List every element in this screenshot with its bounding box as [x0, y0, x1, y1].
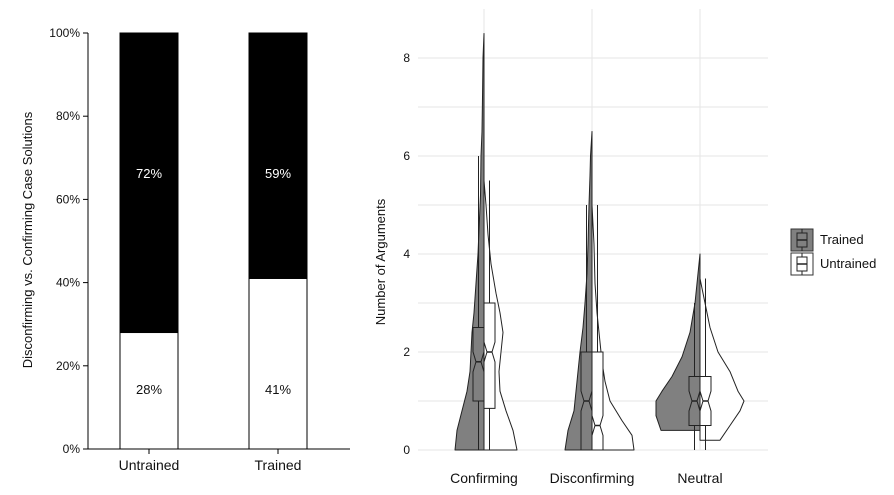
left-y-tick-label: 100%: [49, 26, 80, 40]
left-x-tick-label: Untrained: [119, 457, 180, 473]
left-y-tick-label: 20%: [56, 359, 80, 373]
right-x-axis: Confirming Disconfirming Neutral: [450, 470, 722, 486]
violin-untrained-neutral: [699, 278, 745, 441]
legend-label-untrained: Untrained: [820, 256, 876, 271]
right-y-axis-title: Number of Arguments: [373, 198, 388, 325]
bar-confirming-trained: [248, 32, 308, 279]
bar-label-disconfirming-untrained: 28%: [136, 382, 162, 397]
left-x-tick-label: Trained: [255, 457, 302, 473]
right-x-tick-label: Neutral: [677, 470, 722, 486]
box-untrained-confirming: [483, 302, 496, 409]
legend-key-untrained: [790, 252, 814, 276]
violins: [454, 33, 745, 451]
bar-disconfirming-untrained: [119, 332, 179, 450]
left-y-tick-label: 0%: [63, 442, 81, 456]
bar-label-confirming-trained: 59%: [265, 166, 291, 181]
right-y-axis: 0 2 4 6 8: [403, 51, 410, 457]
legend-key-trained: [790, 228, 814, 252]
right-y-tick-label: 4: [403, 247, 410, 261]
right-x-tick-label: Disconfirming: [550, 470, 635, 486]
right-y-tick-label: 6: [403, 149, 410, 163]
box-untrained-disconfirming: [591, 351, 604, 451]
violin-chart: Number of Arguments 0 2 4 6 8 Confirming Disc…: [373, 9, 876, 486]
left-y-tick-label: 80%: [56, 109, 80, 123]
legend-label-trained: Trained: [820, 232, 864, 247]
right-y-tick-label: 0: [403, 443, 410, 457]
legend: Trained Untrained: [790, 228, 876, 276]
right-x-tick-label: Confirming: [450, 470, 518, 486]
right-y-tick-label: 8: [403, 51, 410, 65]
bars: Untrained 28% 72% Trained 41% 59%: [119, 32, 308, 473]
left-y-axis: 0% 20% 40% 60% 80% 100%: [49, 26, 88, 456]
right-y-tick-label: 2: [403, 345, 410, 359]
left-y-tick-label: 40%: [56, 276, 80, 290]
bar-label-confirming-untrained: 72%: [136, 166, 162, 181]
bar-disconfirming-trained: [248, 277, 308, 450]
left-y-axis-title: Disconfirming vs. Confirming Case Soluti…: [20, 111, 35, 368]
stacked-bar-chart: Disconfirming vs. Confirming Case Soluti…: [20, 26, 350, 473]
bar-confirming-untrained: [119, 32, 179, 334]
bar-label-disconfirming-trained: 41%: [265, 382, 291, 397]
left-y-tick-label: 60%: [56, 192, 80, 206]
